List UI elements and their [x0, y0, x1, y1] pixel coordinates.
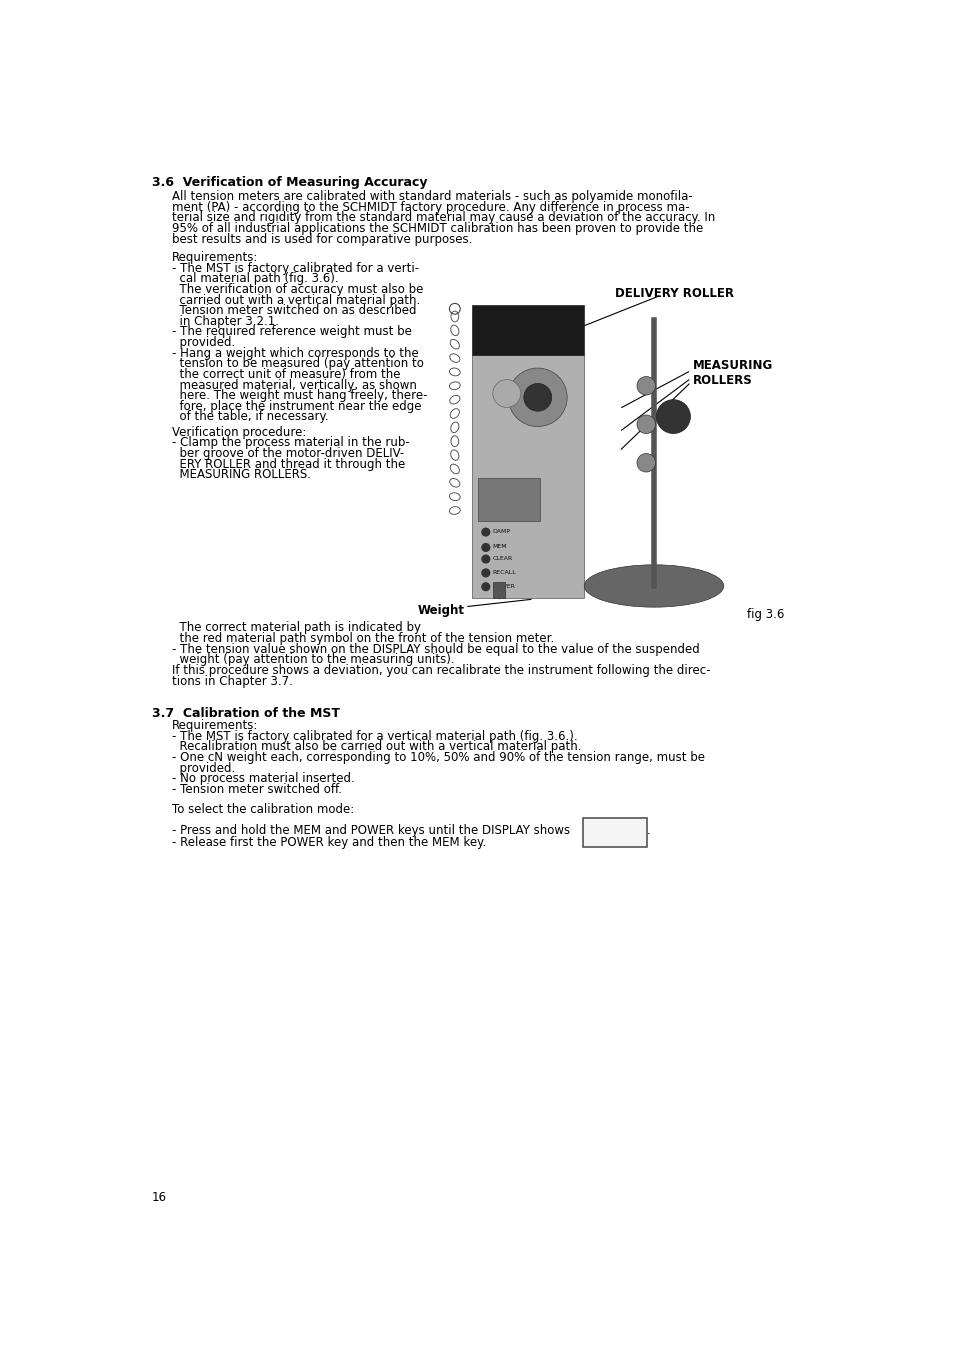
Text: in Chapter 3.2.1.: in Chapter 3.2.1. — [172, 314, 278, 328]
Text: Recalibration must also be carried out with a vertical material path.: Recalibration must also be carried out w… — [172, 741, 580, 753]
Text: provided.: provided. — [172, 761, 235, 774]
Text: - Hang a weight which corresponds to the: - Hang a weight which corresponds to the — [172, 347, 418, 360]
Text: .: . — [646, 825, 650, 837]
Text: RECALL: RECALL — [493, 570, 516, 575]
Text: MEASURING ROLLERS.: MEASURING ROLLERS. — [172, 468, 311, 481]
Text: 95% of all industrial applications the SCHMIDT calibration has been proven to pr: 95% of all industrial applications the S… — [172, 222, 702, 236]
Text: weight (pay attention to the measuring units).: weight (pay attention to the measuring u… — [172, 653, 454, 666]
Circle shape — [656, 399, 690, 433]
Bar — [472, 355, 583, 597]
Circle shape — [493, 379, 520, 408]
FancyBboxPatch shape — [582, 818, 647, 848]
Text: E: E — [587, 823, 600, 842]
Text: 3.6  Verification of Measuring Accuracy: 3.6 Verification of Measuring Accuracy — [152, 176, 427, 190]
Text: terial size and rigidity from the standard material may cause a deviation of the: terial size and rigidity from the standa… — [172, 211, 715, 225]
Text: fig 3.6: fig 3.6 — [746, 608, 783, 620]
Text: cN: cN — [630, 839, 639, 845]
Text: - Release first the POWER key and then the MEM key.: - Release first the POWER key and then t… — [172, 837, 486, 849]
Text: - Press and hold the MEM and POWER keys until the DISPLAY shows: - Press and hold the MEM and POWER keys … — [172, 825, 570, 837]
Text: ber groove of the motor-driven DELIV-: ber groove of the motor-driven DELIV- — [172, 447, 404, 460]
Text: Verification procedure:: Verification procedure: — [172, 425, 306, 439]
Circle shape — [481, 584, 489, 590]
Text: provided.: provided. — [172, 336, 235, 349]
Text: DAMP: DAMP — [493, 529, 510, 533]
Text: - The required reference weight must be: - The required reference weight must be — [172, 325, 412, 338]
Text: Requirements:: Requirements: — [172, 250, 258, 264]
Text: here. The weight must hang freely, there-: here. The weight must hang freely, there… — [172, 389, 427, 402]
Text: CLEAR: CLEAR — [493, 556, 513, 561]
Text: fore, place the instrument near the edge: fore, place the instrument near the edge — [172, 399, 421, 413]
Text: DELIVERY ROLLER: DELIVERY ROLLER — [615, 287, 734, 301]
Text: best results and is used for comparative purposes.: best results and is used for comparative… — [172, 233, 472, 245]
Text: - One cN weight each, corresponding to 10%, 50% and 90% of the tension range, mu: - One cN weight each, corresponding to 1… — [172, 751, 704, 764]
Text: The correct material path is indicated by: The correct material path is indicated b… — [172, 621, 420, 635]
Ellipse shape — [583, 565, 723, 607]
Text: the correct unit of measure) from the: the correct unit of measure) from the — [172, 368, 400, 380]
Bar — [472, 305, 583, 355]
Text: The verification of accuracy must also be: The verification of accuracy must also b… — [172, 283, 423, 297]
Text: -0: -0 — [600, 823, 622, 842]
Text: - The MST is factory calibrated for a vertical material path (fig. 3.6.).: - The MST is factory calibrated for a ve… — [172, 730, 577, 742]
Text: Requirements:: Requirements: — [172, 719, 258, 733]
Text: - Clamp the process material in the rub-: - Clamp the process material in the rub- — [172, 436, 409, 450]
Text: All tension meters are calibrated with standard materials - such as polyamide mo: All tension meters are calibrated with s… — [172, 190, 692, 203]
Text: carried out with a vertical material path.: carried out with a vertical material pat… — [172, 294, 419, 306]
Text: If this procedure shows a deviation, you can recalibrate the instrument followin: If this procedure shows a deviation, you… — [172, 663, 710, 677]
Text: tension to be measured (pay attention to: tension to be measured (pay attention to — [172, 357, 423, 370]
Text: measured material, vertically, as shown: measured material, vertically, as shown — [172, 379, 416, 391]
Circle shape — [523, 383, 551, 412]
Circle shape — [481, 543, 489, 551]
Text: ment (PA) - according to the SCHMIDT factory procedure. Any difference in proces: ment (PA) - according to the SCHMIDT fac… — [172, 200, 689, 214]
Text: - The tension value shown on the DISPLAY should be equal to the value of the sus: - The tension value shown on the DISPLAY… — [172, 643, 699, 655]
Text: 16: 16 — [152, 1192, 167, 1204]
Text: - The MST is factory calibrated for a verti-: - The MST is factory calibrated for a ve… — [172, 261, 418, 275]
Text: POWER: POWER — [493, 584, 516, 589]
Circle shape — [508, 368, 567, 427]
Text: of the table, if necessary.: of the table, if necessary. — [172, 410, 328, 424]
Text: To select the calibration mode:: To select the calibration mode: — [172, 803, 354, 815]
Circle shape — [481, 569, 489, 577]
Text: tions in Chapter 3.7.: tions in Chapter 3.7. — [172, 674, 293, 688]
Bar — [477, 478, 539, 520]
Circle shape — [637, 454, 655, 473]
Text: 3.7  Calibration of the MST: 3.7 Calibration of the MST — [152, 707, 339, 720]
Text: ERY ROLLER and thread it through the: ERY ROLLER and thread it through the — [172, 458, 405, 471]
Text: Weight: Weight — [417, 604, 464, 616]
Text: MEM: MEM — [493, 544, 507, 550]
Text: - No process material inserted.: - No process material inserted. — [172, 772, 355, 785]
Text: the red material path symbol on the front of the tension meter.: the red material path symbol on the fron… — [172, 632, 554, 645]
Circle shape — [481, 555, 489, 563]
Circle shape — [637, 376, 655, 395]
Circle shape — [637, 416, 655, 433]
Text: Tension meter switched on as described: Tension meter switched on as described — [172, 305, 416, 317]
Text: MEASURING
ROLLERS: MEASURING ROLLERS — [692, 359, 772, 387]
Bar — [493, 582, 505, 597]
Circle shape — [481, 528, 489, 536]
Text: - Tension meter switched off.: - Tension meter switched off. — [172, 783, 341, 796]
Text: cal material path (fig. 3.6).: cal material path (fig. 3.6). — [172, 272, 338, 286]
